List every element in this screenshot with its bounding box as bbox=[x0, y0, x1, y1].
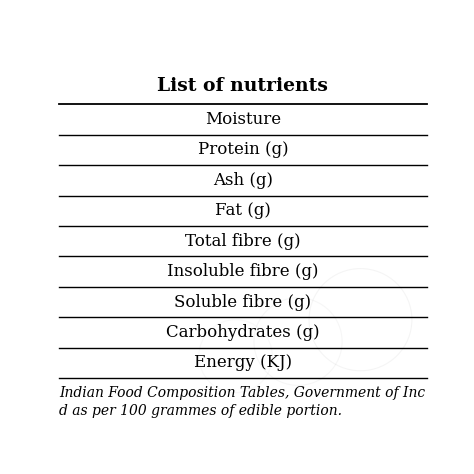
Text: Energy (KJ): Energy (KJ) bbox=[194, 355, 292, 371]
Text: List of nutrients: List of nutrients bbox=[157, 77, 328, 95]
Text: Fat (g): Fat (g) bbox=[215, 202, 271, 219]
Text: Ash (g): Ash (g) bbox=[213, 172, 273, 189]
Text: Indian Food Composition Tables, Government of Inc: Indian Food Composition Tables, Governme… bbox=[59, 386, 425, 400]
Text: Moisture: Moisture bbox=[205, 111, 281, 128]
Text: Insoluble fibre (g): Insoluble fibre (g) bbox=[167, 263, 319, 280]
Text: Total fibre (g): Total fibre (g) bbox=[185, 233, 301, 250]
Text: Soluble fibre (g): Soluble fibre (g) bbox=[174, 293, 311, 310]
Text: d as per 100 grammes of edible portion.: d as per 100 grammes of edible portion. bbox=[59, 404, 342, 418]
Text: Carbohydrates (g): Carbohydrates (g) bbox=[166, 324, 320, 341]
Text: Protein (g): Protein (g) bbox=[198, 141, 288, 158]
